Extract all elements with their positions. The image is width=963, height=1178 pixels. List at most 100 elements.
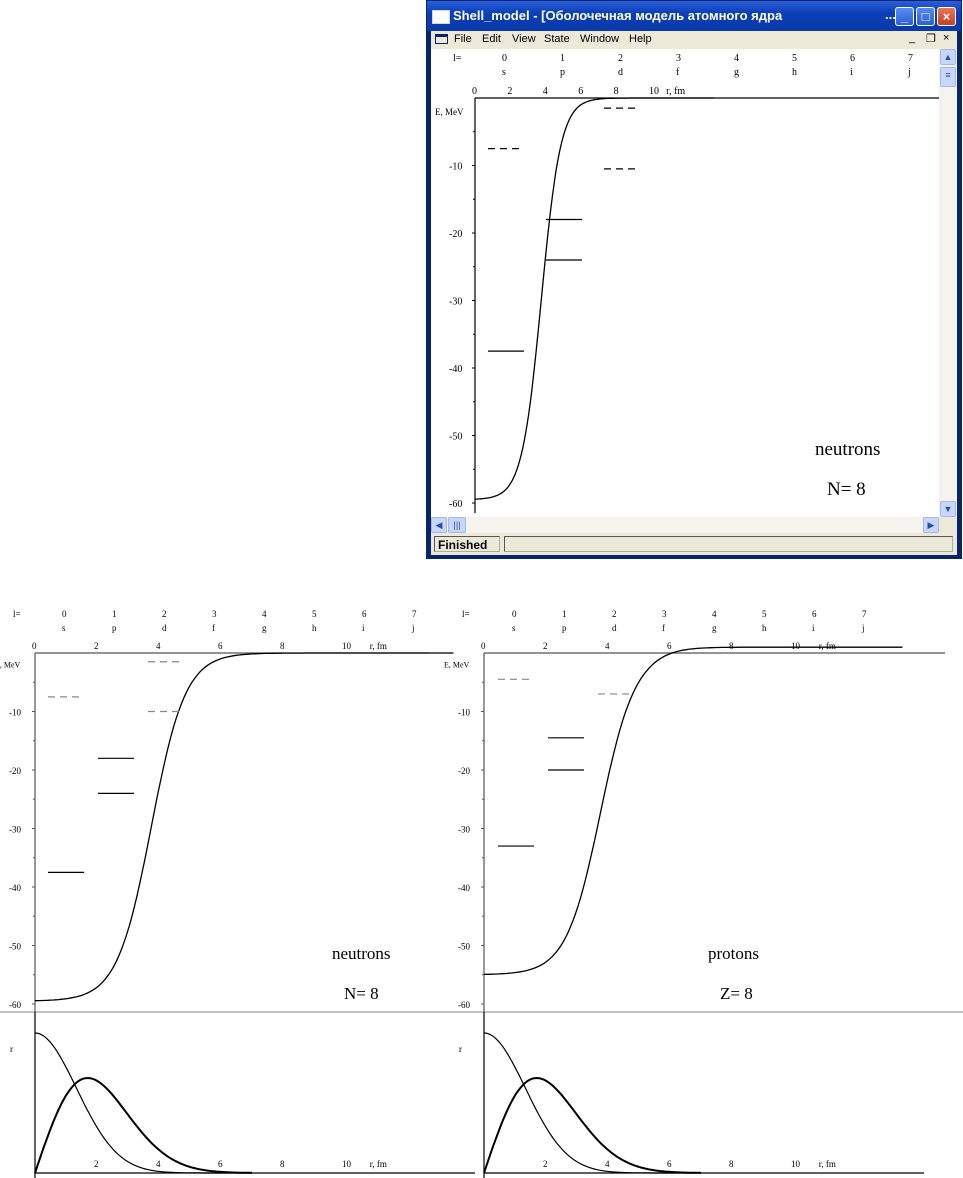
right-l-letter: g <box>712 623 717 633</box>
left-l-letter: g <box>262 623 267 633</box>
left-psi-r-tick: 4 <box>156 1159 161 1169</box>
right-r-tick-label: 4 <box>605 641 610 651</box>
right-potential-curve <box>483 646 903 976</box>
win-l-value: 4 <box>734 53 739 64</box>
right-e-tick-label: -60 <box>458 1000 470 1010</box>
right-l-value: 0 <box>512 609 517 619</box>
win-l-value: 5 <box>792 53 797 64</box>
right-e-tick-label: -40 <box>458 883 470 893</box>
left-psi-r-label: r, fm <box>370 1159 387 1169</box>
win-e-tick-label: -30 <box>449 297 462 308</box>
right-psi-r-tick: 6 <box>667 1159 672 1169</box>
left-l-value: 0 <box>62 609 67 619</box>
mdi-close-button[interactable]: × <box>943 32 950 44</box>
document-icon[interactable] <box>435 34 448 44</box>
win-l-letter: p <box>560 67 565 78</box>
horizontal-scrollbar[interactable]: ◀ ||| ▶ <box>431 517 939 533</box>
scroll-thumb[interactable]: ≡ <box>940 67 956 87</box>
right-e-tick-label: -30 <box>458 825 470 835</box>
win-r-tick-label: 0 <box>472 86 477 97</box>
status-text: Finished <box>434 536 500 552</box>
left-potential-curve <box>34 652 454 1002</box>
win-l-letter: f <box>676 67 680 78</box>
right-e-tick-label: -50 <box>458 942 470 952</box>
win-r-tick-label: 10 <box>649 86 659 97</box>
right-psi-r-tick: 8 <box>729 1159 734 1169</box>
left-l-value: 6 <box>362 609 367 619</box>
menu-view[interactable]: View <box>512 33 536 45</box>
win-l-letter: s <box>502 67 506 78</box>
left-nucleon-label: neutrons <box>332 944 391 963</box>
right-s-wavefunction <box>483 1032 701 1174</box>
mdi-restore-button[interactable]: ❐ <box>926 33 936 45</box>
mdi-minimize-button[interactable]: _ <box>909 32 916 44</box>
left-l-value: 4 <box>262 609 267 619</box>
right-r-tick-label: 6 <box>667 641 672 651</box>
menu-window[interactable]: Window <box>580 33 620 45</box>
menu-file[interactable]: File <box>454 33 472 45</box>
left-l-letter: h <box>312 623 317 633</box>
win-e-axis-label: E, MeV <box>435 107 464 117</box>
left-e-tick-label: -10 <box>9 708 21 718</box>
left-l-prefix: l= <box>13 609 21 619</box>
right-l-letter: i <box>812 623 815 633</box>
left-l-letter: j <box>411 623 415 633</box>
status-bar: Finished <box>431 533 957 555</box>
right-l-value: 4 <box>712 609 717 619</box>
win-potential-curve <box>474 97 714 500</box>
left-l-letter: d <box>162 623 167 633</box>
right-e-tick-label: -10 <box>458 708 470 718</box>
right-psi-r-label: r, fm <box>819 1159 836 1169</box>
minimize-icon: _ <box>900 9 909 24</box>
right-l-value: 3 <box>662 609 667 619</box>
win-l-value: 0 <box>502 53 507 64</box>
right-psi-r-tick: 2 <box>543 1159 548 1169</box>
win-l-letter: d <box>618 67 623 78</box>
scroll-down-arrow-icon[interactable]: ▼ <box>940 501 956 517</box>
scroll-left-arrow-icon[interactable]: ◀ <box>431 517 447 533</box>
left-l-value: 7 <box>412 609 417 619</box>
app-icon[interactable] <box>432 10 450 24</box>
right-l-letter: f <box>662 623 665 633</box>
scroll-right-arrow-icon[interactable]: ▶ <box>923 517 939 533</box>
right-l-value: 5 <box>762 609 767 619</box>
left-psi-r-tick: 6 <box>218 1159 223 1169</box>
win-l-letter: i <box>850 67 853 78</box>
win-l-letter: j <box>907 67 911 78</box>
right-r-tick-label: 0 <box>481 641 486 651</box>
close-button[interactable]: × <box>937 7 956 26</box>
win-nucleon-count: N= 8 <box>827 479 866 500</box>
hscroll-thumb[interactable]: ||| <box>448 517 466 533</box>
left-e-tick-label: -60 <box>9 1000 21 1010</box>
menu-edit[interactable]: Edit <box>482 33 501 45</box>
minimize-button[interactable]: _ <box>895 7 914 26</box>
win-l-value: 7 <box>908 53 913 64</box>
shell-model-window: Shell_model - [Оболочечная модель атомно… <box>426 0 962 559</box>
left-r-tick-label: 8 <box>280 641 285 651</box>
vertical-scrollbar[interactable]: ▲ ≡ ▼ <box>939 49 957 517</box>
win-l-letter: g <box>734 67 739 78</box>
right-r-tick-label: 10 <box>791 641 801 651</box>
right-l-value: 6 <box>812 609 817 619</box>
right-r-axis-label: r, fm <box>819 641 836 651</box>
right-l-letter: s <box>512 623 516 633</box>
right-l-letter: j <box>861 623 865 633</box>
maximize-button[interactable]: □ <box>916 7 935 26</box>
right-l-prefix: l= <box>462 609 470 619</box>
right-r-tick-label: 8 <box>729 641 734 651</box>
left-e-tick-label: -50 <box>9 942 21 952</box>
scroll-up-arrow-icon[interactable]: ▲ <box>940 49 956 65</box>
close-icon: × <box>942 9 951 24</box>
right-nucleon-count: Z= 8 <box>720 984 753 1003</box>
win-r-tick-label: 2 <box>507 86 512 97</box>
win-e-tick-label: -10 <box>449 162 462 173</box>
menu-state[interactable]: State <box>544 33 570 45</box>
title-bar[interactable]: Shell_model - [Оболочечная модель атомно… <box>427 1 961 31</box>
menu-help[interactable]: Help <box>629 33 652 45</box>
left-l-value: 5 <box>312 609 317 619</box>
right-e-axis-label: E, MeV <box>444 661 470 670</box>
right-r-tick-label: 2 <box>543 641 548 651</box>
left-r-axis-label: r, fm <box>370 641 387 651</box>
left-r-tick-label: 0 <box>32 641 37 651</box>
left-s-wavefunction <box>34 1032 252 1174</box>
